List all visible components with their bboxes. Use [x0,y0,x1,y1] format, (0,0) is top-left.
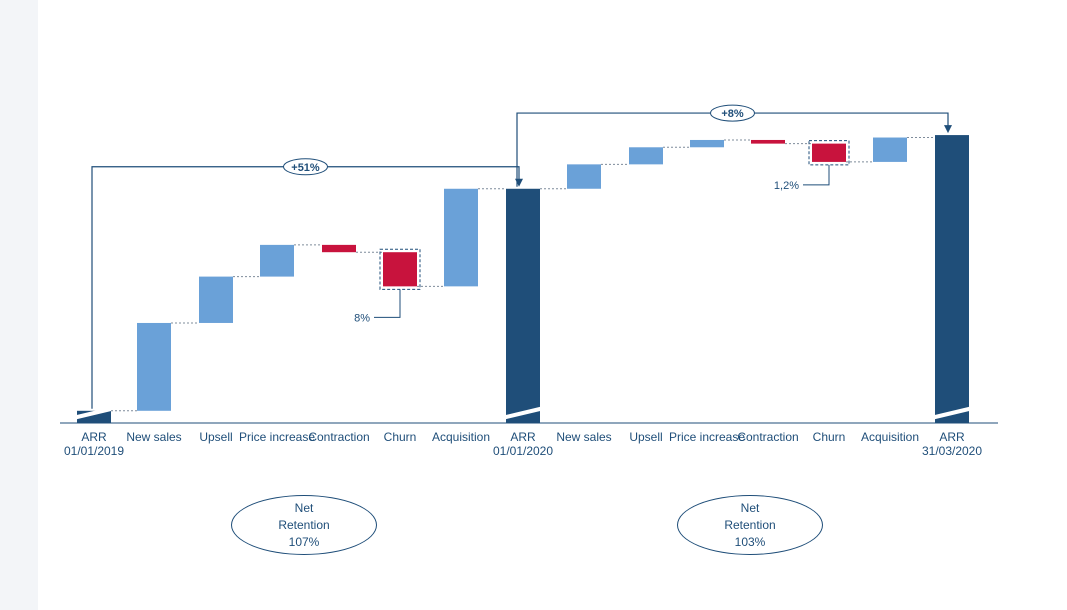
callout-line [803,164,830,186]
bar-upsell [629,147,663,165]
x-label-acquisition: Acquisition [860,430,920,444]
bar-contraction [751,139,785,144]
bar-new-sales [137,322,171,411]
growth-badge [283,158,328,176]
x-label-contraction: Contraction [737,430,799,444]
x-label-acquisition: Acquisition [431,430,491,444]
x-label-contraction: Contraction [308,430,370,444]
callout-value: 8% [354,312,370,324]
bar-upsell [199,276,233,323]
net-retention-ellipse-2020: Net Retention 103% [677,495,823,555]
bar-arr-01-01-2020 [506,188,540,423]
net-retention-title: Net Retention [278,501,330,532]
net-retention-value: 107% [288,535,320,549]
bar-price-increase [260,244,294,277]
growth-label: +8% [721,108,744,120]
bar-contraction [322,244,356,253]
growth-label: +51% [291,162,320,174]
x-label-new-sales: New sales [556,430,612,444]
axis-break-mark [72,406,116,420]
x-label-upsell: Upsell [629,430,663,444]
net-retention-value: 103% [734,535,766,549]
x-label-arr-01-01-2019: ARR 01/01/2019 [63,430,125,458]
bar-acquisition [873,137,907,162]
bar-arr-31-03-2020 [935,135,969,423]
x-label-price-increase: Price increase [668,430,746,444]
churn-highlight-box [808,140,850,166]
bar-new-sales [567,164,601,189]
growth-badge [710,104,755,122]
bar-churn [812,143,846,162]
x-label-new-sales: New sales [126,430,182,444]
callout-line [374,289,401,318]
x-label-arr-01-01-2020: ARR 01/01/2020 [492,430,554,458]
x-label-churn: Churn [383,430,417,444]
bar-churn [383,252,417,287]
axis-break-mark [930,406,974,420]
callout-value: 1,2% [774,180,799,192]
x-label-churn: Churn [812,430,846,444]
x-label-price-increase: Price increase [238,430,316,444]
bar-acquisition [444,188,478,287]
growth-arrowhead [944,125,952,134]
net-retention-title: Net Retention [724,501,776,532]
growth-arrowhead [515,178,523,187]
x-label-arr-31-03-2020: ARR 31/03/2020 [921,430,983,458]
axis-break-mark [501,406,545,420]
net-retention-ellipse-2019: Net Retention 107% [231,495,377,555]
bar-price-increase [690,139,724,148]
x-label-upsell: Upsell [199,430,233,444]
